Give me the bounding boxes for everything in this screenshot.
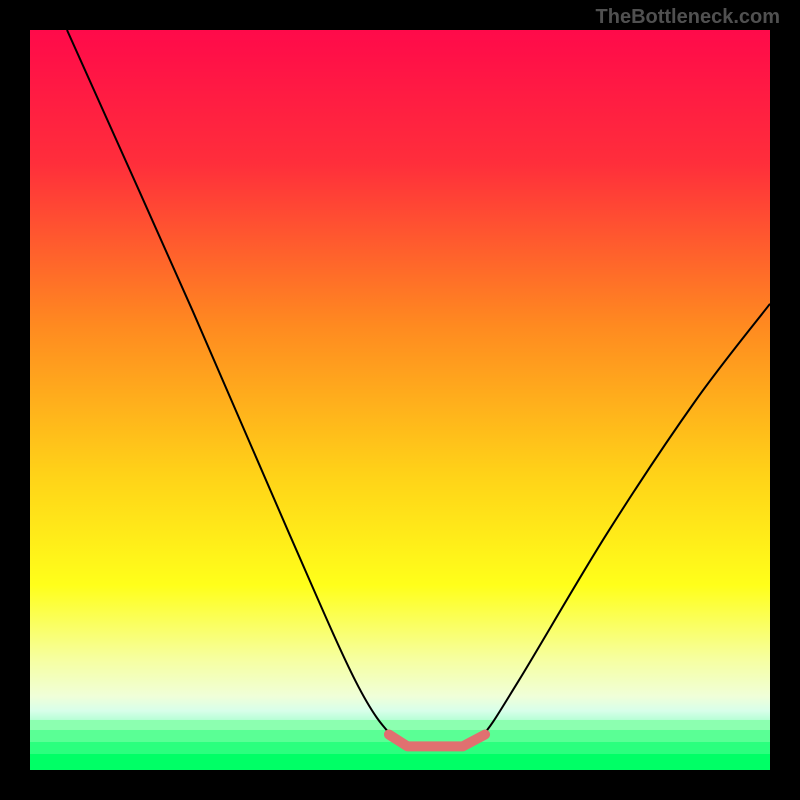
bottom-marker-line xyxy=(389,734,485,746)
v-curve-line xyxy=(67,30,770,745)
watermark-text: TheBottleneck.com xyxy=(596,6,780,29)
plot-area xyxy=(30,30,770,770)
chart-container: TheBottleneck.com xyxy=(0,0,800,800)
curve-svg xyxy=(30,30,770,770)
